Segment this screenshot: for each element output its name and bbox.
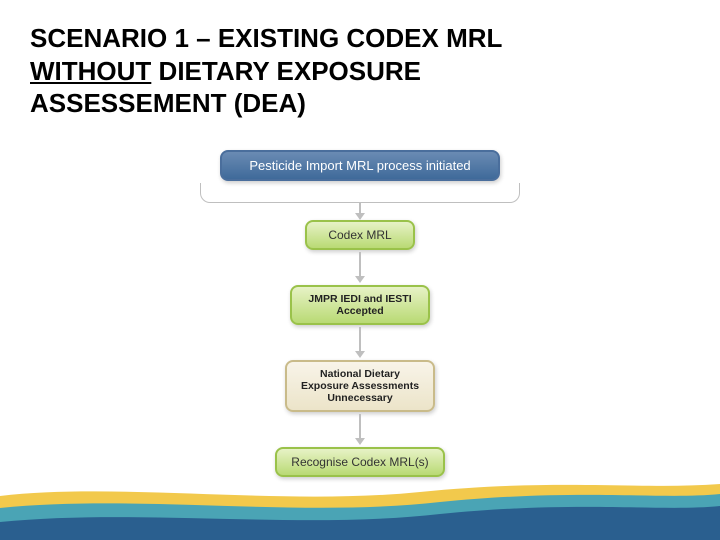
bracket-stem: [359, 203, 361, 213]
footer-decoration: [0, 478, 720, 540]
flow-bracket: [200, 181, 520, 220]
arrow-line: [359, 327, 361, 351]
arrowhead-icon: [355, 213, 365, 220]
arrowhead-icon: [355, 351, 365, 358]
flow-arrow: [355, 414, 365, 445]
arrow-line: [359, 414, 361, 438]
flowchart: Pesticide Import MRL process initiated Co…: [0, 150, 720, 477]
title-underlined-word: WITHOUT: [30, 56, 151, 86]
flow-node-codex: Codex MRL: [305, 220, 415, 250]
flow-node-national: National DietaryExposure AssessmentsUnne…: [285, 360, 435, 412]
flow-node-recognise: Recognise Codex MRL(s): [275, 447, 445, 477]
flow-node-jmpr: JMPR IEDI and IESTIAccepted: [290, 285, 430, 325]
flow-node-start: Pesticide Import MRL process initiated: [220, 150, 500, 181]
flow-arrow: [355, 327, 365, 358]
arrowhead-icon: [355, 276, 365, 283]
title-line2b: DIETARY EXPOSURE: [151, 56, 421, 86]
arrowhead-icon: [355, 438, 365, 445]
bracket-line: [200, 183, 520, 203]
flow-arrow: [355, 252, 365, 283]
slide-title: SCENARIO 1 – EXISTING CODEX MRL WITHOUT …: [30, 22, 690, 120]
title-line1: SCENARIO 1 – EXISTING CODEX MRL: [30, 23, 502, 53]
arrow-line: [359, 252, 361, 276]
title-line3: ASSESSEMENT (DEA): [30, 88, 306, 118]
